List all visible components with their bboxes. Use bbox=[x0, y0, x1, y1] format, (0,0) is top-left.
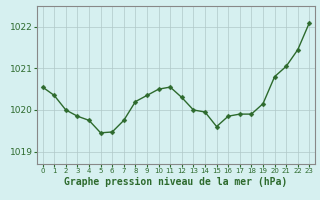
X-axis label: Graphe pression niveau de la mer (hPa): Graphe pression niveau de la mer (hPa) bbox=[64, 177, 288, 187]
